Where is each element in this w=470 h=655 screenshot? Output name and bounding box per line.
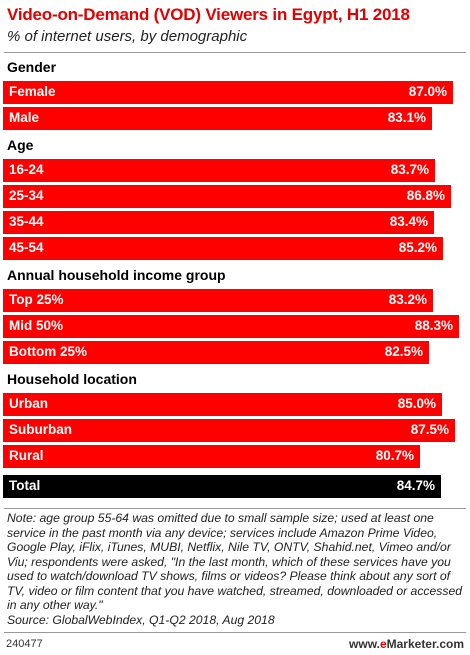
group-label: Age — [7, 137, 34, 153]
bar: Bottom 25% 82.5% — [3, 341, 429, 364]
bar-value-label: 84.7% — [396, 478, 435, 493]
bar-value-label: 83.2% — [388, 292, 427, 307]
brand-prefix: www. — [349, 637, 380, 651]
bar-value-label: 80.7% — [375, 448, 414, 463]
bar: 35-44 83.4% — [3, 211, 434, 234]
bar-value-label: 88.3% — [414, 318, 453, 333]
bar-label: Mid 50% — [9, 318, 64, 333]
bar: Top 25% 83.2% — [3, 289, 433, 312]
note-text: Note: age group 55-64 was omitted due to… — [7, 511, 463, 612]
bar: Suburban 87.5% — [3, 419, 455, 442]
note-divider — [4, 508, 466, 509]
bar: Male 83.1% — [3, 107, 432, 130]
bar-chart: Gender Female 87.0% Male 83.1% Age 16-24 83.7% 2… — [0, 56, 470, 506]
chart-subtitle: % of internet users, by demographic — [7, 28, 248, 45]
bar-value-label: 87.5% — [410, 422, 449, 437]
total-bar: Total 84.7% — [3, 475, 441, 498]
footer-divider — [4, 632, 466, 633]
bar: 45-54 85.2% — [3, 237, 443, 260]
bar: Female 87.0% — [3, 81, 453, 104]
bar-label: Bottom 25% — [9, 344, 88, 359]
bar-value-label: 83.4% — [389, 214, 428, 229]
bar: Rural 80.7% — [3, 445, 420, 468]
bar-label: Male — [9, 110, 40, 125]
brand-e: e — [379, 637, 387, 651]
bar-value-label: 85.2% — [398, 240, 437, 255]
group-label: Household location — [7, 371, 137, 387]
top-divider — [4, 52, 466, 53]
group-label: Annual household income group — [7, 267, 226, 283]
bar-value-label: 87.0% — [408, 84, 447, 99]
group-label: Gender — [7, 59, 57, 75]
bar: Urban 85.0% — [3, 393, 442, 416]
bar: Mid 50% 88.3% — [3, 315, 459, 338]
bar-label: Top 25% — [9, 292, 64, 307]
chart-id: 240477 — [6, 638, 43, 650]
bar-value-label: 83.7% — [390, 162, 429, 177]
brand-logo[interactable]: www.eMarketer.com — [349, 637, 464, 651]
chart-note: Note: age group 55-64 was omitted due to… — [7, 511, 465, 627]
source-text: Source: GlobalWebIndex, Q1-Q2 2018, Aug … — [7, 612, 275, 627]
bar: 16-24 83.7% — [3, 159, 435, 182]
bar-label: Urban — [9, 396, 49, 411]
bar-label: 16-24 — [9, 162, 44, 177]
bar: 25-34 86.8% — [3, 185, 451, 208]
bar-value-label: 86.8% — [406, 188, 445, 203]
bar-label: 25-34 — [9, 188, 44, 203]
bar-value-label: 85.0% — [397, 396, 436, 411]
bar-value-label: 82.5% — [384, 344, 423, 359]
bar-label: Suburban — [9, 422, 72, 437]
bar-label: 45-54 — [9, 240, 44, 255]
bar-label: Female — [9, 84, 56, 99]
bar-label: Rural — [9, 448, 44, 463]
brand-name: Marketer.com — [386, 637, 464, 651]
bar-label: 35-44 — [9, 214, 44, 229]
chart-title: Video-on-Demand (VOD) Viewers in Egypt, … — [7, 5, 410, 24]
bar-label: Total — [9, 478, 41, 493]
bar-value-label: 83.1% — [387, 110, 426, 125]
